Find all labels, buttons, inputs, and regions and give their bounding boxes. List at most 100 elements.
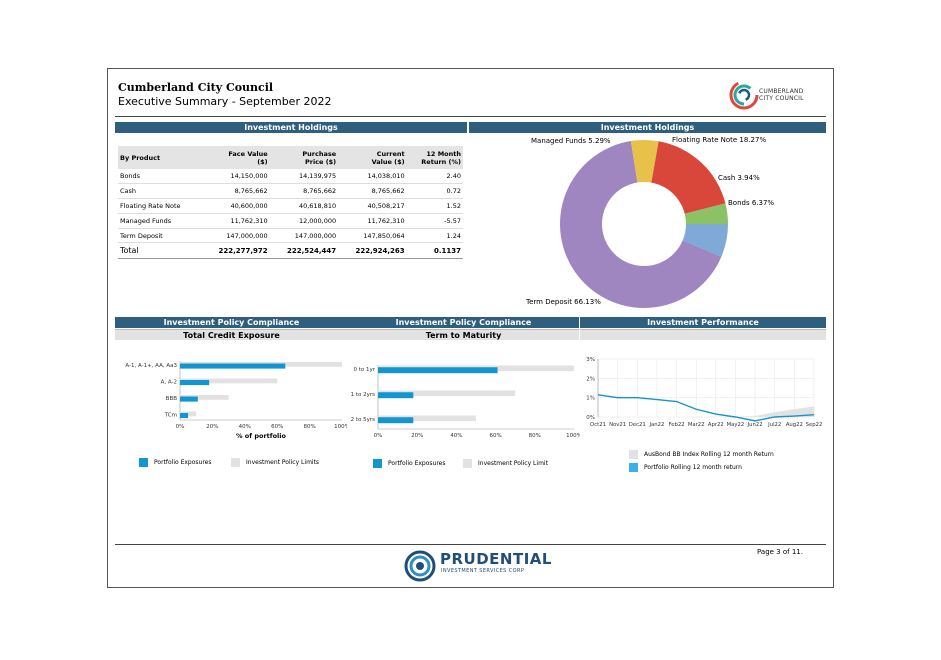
table-cell: 147,000,000 — [269, 228, 339, 244]
table-cell: -5.57 — [406, 213, 463, 229]
performance-chart: 0% 1% 2% 3% Oct21 Nov21 Dec21 Jan22 Feb22 Mar22 Ap… — [586, 357, 823, 428]
donut-label: Term Deposit 66.13% — [526, 298, 601, 306]
credit-exposure-chart: A-1, A-1+, AA, Aa3 A, A-2 BBB TCm 0% 20% 40% 60… — [125, 361, 347, 440]
category-label: A, A-2 — [161, 380, 177, 386]
table-cell: 8,765,662 — [269, 183, 339, 200]
x-tick-label: Jul22 — [767, 422, 781, 428]
table-cell: 0.72 — [406, 183, 463, 200]
limit-bar — [180, 411, 197, 417]
prudential-brand-name: PRUDENTIAL — [440, 550, 552, 568]
table-cell: Cash — [118, 183, 202, 200]
legend-swatch — [463, 459, 472, 468]
table-cell: 222,277,972 — [201, 242, 270, 260]
credit-legend-portfolio: Portfolio Exposures — [139, 458, 212, 467]
table-row: Managed Funds 11,762,310 12,000,000 11,762,… — [118, 213, 463, 229]
donut-label: Floating Rate Note 18.27% — [672, 136, 767, 144]
x-tick-label: 100% — [334, 424, 347, 430]
x-tick-label: Dec21 — [629, 422, 646, 428]
x-tick-label: Mar22 — [688, 422, 705, 428]
donut-label: Cash 3.94% — [718, 174, 760, 182]
x-tick-label: Nov21 — [609, 422, 626, 428]
holdings-total-row: Total 222,277,972 222,524,447 222,924,263 0.… — [118, 242, 463, 260]
x-tick-label: Apr22 — [708, 422, 724, 428]
table-cell: 11,762,310 — [201, 213, 270, 229]
y-tick-label: 3% — [586, 357, 595, 363]
holdings-col-header: 12 Month Return (%) — [406, 146, 463, 169]
legend-swatch — [373, 459, 382, 468]
x-tick-label: Sep22 — [806, 422, 823, 428]
limit-bar — [180, 395, 229, 400]
perf-legend-index: AusBond BB Index Rolling 12 month Return — [629, 450, 774, 459]
x-tick-label: Aug22 — [786, 422, 803, 428]
donut-label: Bonds 6.37% — [728, 199, 775, 207]
legend-swatch — [629, 450, 638, 459]
x-axis-title: % of portfolio — [236, 432, 287, 440]
category-label: 2 to 5yrs — [351, 417, 376, 423]
table-cell: 0.1137 — [406, 242, 463, 260]
exposure-bar — [180, 380, 210, 386]
holdings-col-header: Face Value ($) — [201, 146, 270, 169]
page-number: Page 3 of 11. — [757, 548, 803, 556]
table-cell: Term Deposit — [118, 228, 202, 244]
category-label: BBB — [166, 396, 178, 402]
holdings-col-header: Purchase Price ($) — [269, 146, 339, 169]
table-row: Term Deposit 147,000,000 147,000,000 147,85… — [118, 228, 463, 244]
exposure-bar — [180, 413, 189, 419]
maturity-legend-portfolio: Portfolio Exposures — [373, 459, 446, 468]
table-cell: 12,000,000 — [269, 213, 339, 229]
perf-legend-portfolio: Portfolio Rolling 12 month return — [629, 463, 742, 472]
x-tick-label: 20% — [411, 433, 423, 438]
header-rule — [115, 116, 826, 117]
credit-legend-limits: Investment Policy Limits — [231, 458, 319, 467]
y-tick-label: 0% — [586, 415, 595, 421]
donut-label: Managed Funds 5.29% — [531, 137, 611, 145]
category-label: 1 to 2yrs — [351, 392, 376, 398]
holdings-col-header: By Product — [118, 146, 202, 169]
table-cell: 222,524,447 — [269, 242, 339, 260]
table-cell: 40,600,000 — [201, 198, 270, 214]
table-cell: Bonds — [118, 169, 202, 185]
exposure-bar — [378, 417, 414, 424]
x-tick-label: 0% — [176, 424, 185, 430]
holdings-donut-chart — [520, 134, 820, 314]
table-row: Floating Rate Note 40,600,000 40,618,810 40… — [118, 198, 463, 214]
compliance-maturity-header: Investment Policy Compliance — [348, 317, 579, 328]
table-cell: 147,000,000 — [201, 228, 270, 244]
prudential-logo-icon — [404, 550, 436, 582]
exposure-bar — [378, 392, 414, 399]
category-label: 0 to 1yr — [353, 367, 375, 373]
donut-slice-managed-funds — [630, 140, 659, 183]
table-cell: 1.24 — [406, 228, 463, 244]
category-label: TCm — [164, 413, 177, 419]
donut-slice-cash — [684, 203, 728, 224]
credit-subheader: Total Credit Exposure — [115, 329, 348, 340]
holdings-table-header: Investment Holdings — [115, 122, 467, 133]
exposure-bar — [180, 396, 198, 402]
legend-swatch — [231, 458, 240, 467]
table-cell: 40,618,810 — [269, 198, 339, 214]
x-tick-label: Jun22 — [747, 422, 763, 428]
x-tick-label: May22 — [727, 422, 745, 428]
table-cell: 11,762,310 — [338, 213, 407, 229]
x-tick-label: Feb22 — [668, 422, 684, 428]
council-logo-text: CUMBERLAND CITY COUNCIL — [759, 88, 804, 102]
table-row: Bonds 14,150,000 14,139,975 14,038,010 2.40 — [118, 169, 463, 185]
holdings-chart-header: Investment Holdings — [469, 122, 826, 133]
donut-slice-floating-rate-note — [651, 141, 726, 214]
x-tick-label: Oct21 — [590, 422, 606, 428]
x-tick-label: 60% — [489, 433, 501, 438]
x-tick-label: 80% — [529, 433, 541, 438]
legend-swatch — [139, 458, 148, 467]
holdings-col-header: Current Value ($) — [338, 146, 407, 169]
category-label: A-1, A-1+, AA, Aa3 — [125, 363, 177, 369]
x-tick-label: 100% — [566, 433, 580, 438]
y-tick-label: 2% — [586, 376, 595, 382]
table-cell: 40,508,217 — [338, 198, 407, 214]
donut-slice-bonds — [682, 224, 728, 257]
table-cell: 14,139,975 — [269, 169, 339, 185]
table-cell: 2.40 — [406, 169, 463, 185]
council-logo-icon — [729, 80, 759, 110]
portfolio-return-line — [597, 394, 815, 422]
table-row: Cash 8,765,662 8,765,662 8,765,662 0.72 — [118, 183, 463, 200]
legend-swatch — [629, 463, 638, 472]
